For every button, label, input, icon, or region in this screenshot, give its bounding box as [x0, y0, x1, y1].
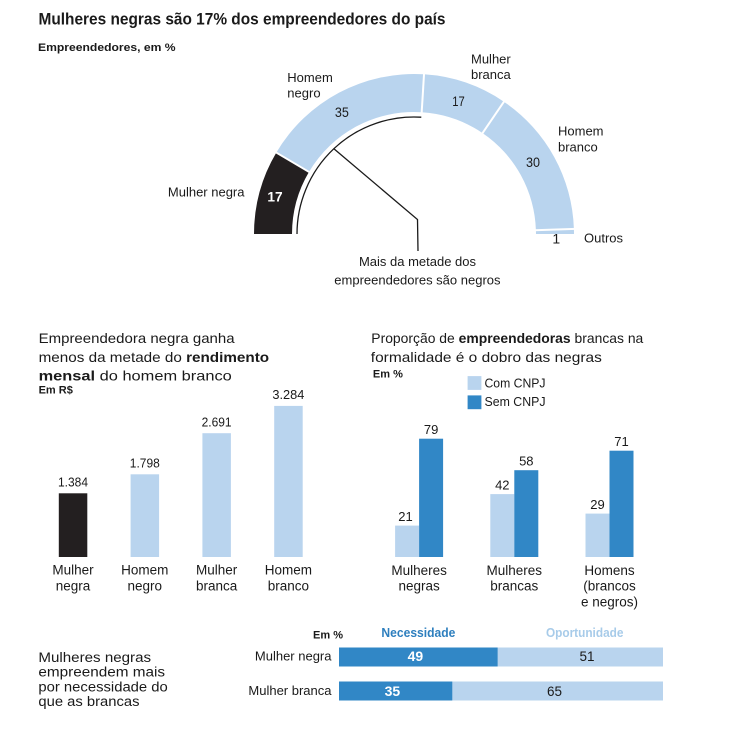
svg-text:branca: branca — [471, 67, 512, 82]
svg-text:35: 35 — [385, 683, 401, 699]
svg-text:Homem: Homem — [558, 124, 604, 139]
svg-text:51: 51 — [579, 649, 594, 664]
svg-text:Empreendedora negra ganha: Empreendedora negra ganha — [39, 330, 235, 346]
svg-text:Mulher: Mulher — [52, 563, 94, 578]
svg-text:1: 1 — [552, 230, 560, 246]
svg-text:30: 30 — [526, 154, 540, 170]
svg-text:negra: negra — [56, 579, 91, 594]
svg-text:Homem: Homem — [287, 70, 333, 85]
svg-text:empreendem mais: empreendem mais — [38, 665, 165, 680]
svg-text:Homens: Homens — [584, 563, 635, 578]
svg-text:empreendedores são negros: empreendedores são negros — [334, 272, 501, 287]
svg-text:negro: negro — [128, 579, 163, 594]
svg-text:mensal do homem branco: mensal do homem branco — [39, 367, 232, 383]
svg-text:branco: branco — [268, 579, 309, 594]
svg-text:Mulher negra: Mulher negra — [168, 185, 245, 200]
svg-text:Homem: Homem — [121, 563, 168, 578]
svg-text:29: 29 — [590, 497, 604, 512]
svg-text:17: 17 — [452, 93, 465, 109]
svg-text:branco: branco — [558, 140, 598, 155]
svg-text:negro: negro — [287, 85, 320, 100]
svg-text:Em %: Em % — [313, 630, 343, 642]
svg-text:Com CNPJ: Com CNPJ — [485, 376, 546, 391]
svg-text:Mulheres: Mulheres — [487, 563, 543, 578]
svg-text:Mulher branca: Mulher branca — [248, 683, 332, 698]
svg-text:Mulher: Mulher — [196, 563, 238, 578]
svg-text:Homem: Homem — [265, 563, 312, 578]
svg-text:Necessidade: Necessidade — [381, 625, 455, 640]
svg-text:Mulheres negras são 17% dos em: Mulheres negras são 17% dos empreendedor… — [39, 9, 446, 28]
svg-text:Proporção de empreendedoras br: Proporção de empreendedoras brancas na — [371, 330, 643, 346]
svg-text:Em %: Em % — [373, 369, 403, 381]
svg-text:2.691: 2.691 — [202, 414, 232, 429]
svg-text:Em R$: Em R$ — [39, 384, 73, 396]
svg-text:71: 71 — [614, 434, 628, 449]
svg-text:42: 42 — [495, 477, 509, 492]
svg-text:65: 65 — [547, 684, 562, 699]
svg-text:58: 58 — [519, 454, 533, 469]
svg-text:por necessidade do: por necessidade do — [38, 679, 167, 694]
svg-text:branca: branca — [196, 579, 238, 594]
svg-text:1.798: 1.798 — [130, 455, 160, 470]
svg-text:Outros: Outros — [584, 231, 624, 246]
svg-text:Mulher negra: Mulher negra — [255, 648, 332, 663]
svg-text:Mais da metade dos: Mais da metade dos — [359, 254, 477, 269]
svg-text:21: 21 — [398, 509, 412, 524]
svg-text:3.284: 3.284 — [272, 387, 304, 402]
svg-text:Oportunidade: Oportunidade — [546, 625, 624, 640]
svg-text:79: 79 — [424, 422, 438, 437]
svg-text:e negros): e negros) — [581, 594, 638, 609]
svg-text:17: 17 — [267, 190, 283, 205]
svg-text:brancas: brancas — [490, 579, 538, 594]
svg-text:Empreendedores, em %: Empreendedores, em % — [38, 42, 176, 54]
svg-text:35: 35 — [335, 104, 349, 120]
svg-text:(brancos: (brancos — [583, 579, 636, 594]
svg-text:49: 49 — [408, 648, 424, 664]
svg-text:1.384: 1.384 — [58, 474, 88, 489]
svg-text:que as brancas: que as brancas — [38, 694, 139, 709]
svg-text:Sem CNPJ: Sem CNPJ — [485, 394, 546, 409]
svg-text:negras: negras — [398, 579, 440, 594]
svg-text:formalidade é o dobro das negr: formalidade é o dobro das negras — [371, 349, 602, 365]
svg-text:menos da metade do rendimento: menos da metade do rendimento — [39, 349, 270, 365]
svg-text:Mulheres: Mulheres — [391, 563, 447, 578]
svg-text:Mulher: Mulher — [471, 52, 511, 67]
svg-text:Mulheres negras: Mulheres negras — [38, 650, 151, 665]
